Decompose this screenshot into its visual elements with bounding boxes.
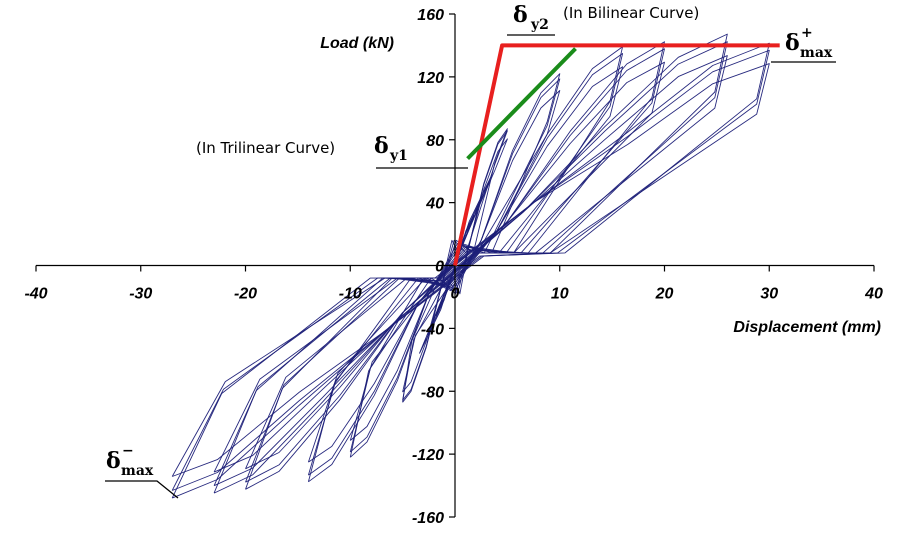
hysteresis-loop bbox=[171, 42, 770, 499]
y-tick-label: 160 bbox=[417, 7, 444, 24]
annotation-dy2: δ y2 (In Bilinear Curve) bbox=[507, 2, 699, 36]
y-tick-label: 0 bbox=[435, 259, 444, 276]
hysteresis-loop bbox=[171, 63, 770, 477]
dy1-label: (In Trilinear Curve) bbox=[196, 139, 335, 157]
annotation-dmax-pos: δ + max bbox=[771, 25, 836, 63]
y-tick-label: 40 bbox=[425, 196, 444, 213]
dy2-label: (In Bilinear Curve) bbox=[563, 4, 699, 22]
hysteresis-loop bbox=[213, 55, 728, 473]
x-tick-label: -10 bbox=[339, 286, 362, 303]
annotation-dy1: (In Trilinear Curve) δ y1 bbox=[196, 133, 468, 169]
y-axis-label: Load (kN) bbox=[320, 35, 394, 52]
dy1-subscript: y1 bbox=[389, 148, 408, 164]
x-tick-label: -20 bbox=[234, 286, 257, 303]
x-axis-label: Displacement (mm) bbox=[733, 319, 881, 336]
tick-labels: -40 -30 -20 -10 0 10 20 30 40 160 120 80 40 0 -40 -80 -1… bbox=[24, 7, 883, 527]
hysteresis-loop bbox=[171, 49, 770, 491]
hysteresis-loop bbox=[402, 138, 508, 393]
y-tick-label: -80 bbox=[421, 384, 444, 401]
hysteresis-loop bbox=[418, 177, 492, 354]
dmax-pos-subscript: max bbox=[800, 45, 833, 61]
x-tick-label: 0 bbox=[451, 286, 460, 303]
dy2-symbol: δ bbox=[513, 2, 528, 28]
x-tick-label: 10 bbox=[551, 286, 569, 303]
x-tick-label: 40 bbox=[864, 286, 883, 303]
y-tick-label: 120 bbox=[417, 70, 444, 87]
y-tick-label: 80 bbox=[426, 133, 444, 150]
annotation-dmax-neg: δ − max bbox=[105, 443, 179, 499]
hysteresis-loops bbox=[171, 33, 770, 499]
dmax-neg-leader bbox=[105, 480, 179, 499]
x-tick-label: -40 bbox=[24, 286, 47, 303]
dmax-pos-superscript: + bbox=[801, 25, 813, 41]
x-tick-label: 20 bbox=[655, 286, 674, 303]
y-tick-label: -160 bbox=[412, 510, 444, 527]
y-tick-label: -120 bbox=[412, 447, 444, 464]
y-tick-label: -40 bbox=[421, 321, 444, 338]
x-tick-label: -30 bbox=[129, 286, 152, 303]
dy2-subscript: y2 bbox=[530, 17, 549, 33]
x-tick-label: 30 bbox=[760, 286, 778, 303]
dmax-neg-subscript: max bbox=[121, 463, 154, 479]
dy1-symbol: δ bbox=[374, 133, 389, 159]
idealized-curves bbox=[453, 43, 780, 266]
bilinear-curve-line bbox=[453, 43, 780, 266]
trilinear-curve-line bbox=[466, 47, 577, 161]
dmax-neg-superscript: − bbox=[122, 443, 134, 459]
dmax-pos-symbol: δ bbox=[785, 30, 800, 56]
hysteresis-loop bbox=[245, 41, 665, 490]
dmax-neg-symbol: δ bbox=[106, 448, 121, 474]
